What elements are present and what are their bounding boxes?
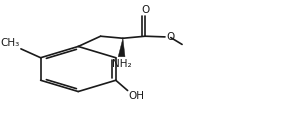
Text: CH₃: CH₃	[1, 38, 20, 48]
Text: O: O	[166, 32, 174, 42]
Polygon shape	[118, 38, 125, 57]
Text: OH: OH	[128, 91, 144, 101]
Text: O: O	[141, 5, 149, 15]
Text: NH₂: NH₂	[112, 59, 131, 69]
